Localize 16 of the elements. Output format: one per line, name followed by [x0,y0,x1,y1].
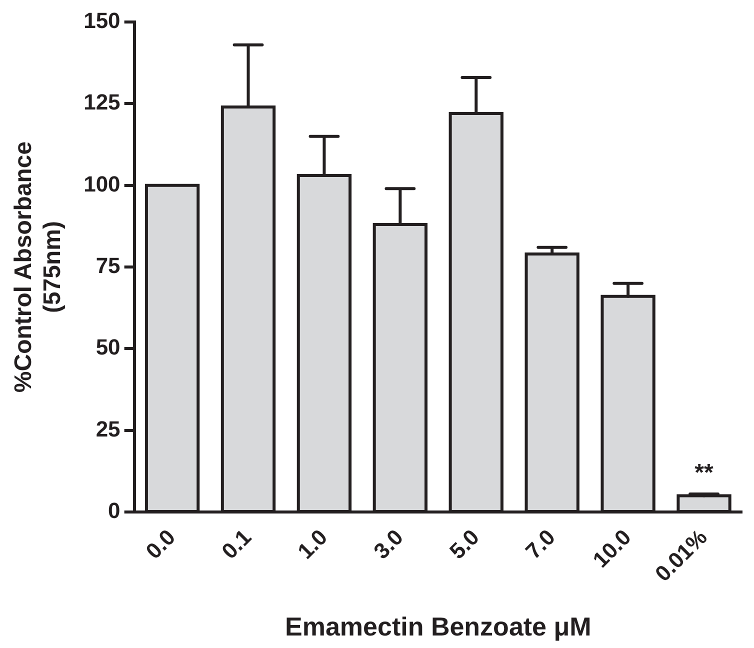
annotation: ** [694,460,714,487]
y-tick-label: 100 [84,171,120,196]
x-tick-label: 5.0 [444,524,484,564]
x-tick-label: 3.0 [368,524,408,564]
y-tick-label: 25 [96,416,120,442]
y-tick-label: 50 [96,334,120,360]
x-tick-label: 0.0 [140,524,180,564]
y-tick-label: 150 [84,8,120,34]
y-tick-label: 75 [96,253,120,278]
x-tick-label: 1.0 [292,524,332,564]
x-tick-label: 0.1 [216,524,256,564]
y-tick-label: 125 [84,90,120,115]
y-tick-label: 0 [108,498,120,524]
x-axis-title: Emamectin Benzoate μM [284,612,592,642]
x-tick-label: 7.0 [520,524,560,564]
y-axis-title: %Control Absorbance (575nm) [10,141,66,393]
